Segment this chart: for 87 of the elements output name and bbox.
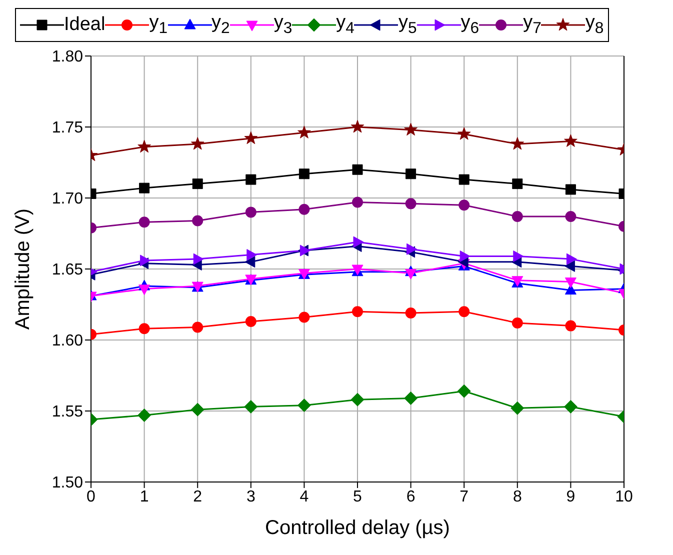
point (352, 164, 363, 175)
x-tick-label: 1 (140, 488, 149, 506)
point (458, 174, 470, 185)
point (244, 256, 256, 268)
point (564, 260, 575, 272)
point (245, 316, 256, 327)
point (565, 320, 576, 332)
point (298, 312, 310, 323)
point (512, 317, 523, 328)
point (297, 398, 311, 412)
legend-label: y$_{5}$ (398, 12, 417, 38)
legend-label: y$_{8}$ (585, 12, 604, 38)
point (350, 392, 364, 406)
legend-label: Ideal (64, 14, 106, 36)
x-tick-label: 3 (246, 488, 256, 506)
point (298, 204, 310, 215)
x-tick-label: 9 (566, 488, 576, 506)
point (140, 254, 151, 266)
point (405, 307, 416, 318)
x-tick-label: 4 (300, 488, 309, 506)
point (565, 210, 576, 222)
point (404, 391, 418, 405)
x-tick-label: 8 (512, 488, 522, 506)
point (190, 402, 204, 416)
y-tick-label: 1.80 (52, 48, 84, 66)
point (192, 215, 204, 226)
point (193, 253, 204, 265)
point (192, 178, 203, 189)
x-tick-label: 6 (406, 488, 416, 506)
y-axis-title: Amplitude (V) (12, 208, 34, 330)
point (192, 322, 204, 333)
legend-label: y$_{2}$ (212, 12, 230, 38)
point (138, 322, 150, 334)
point (512, 178, 523, 189)
x-axis-title: Controlled delay (µs) (265, 516, 450, 539)
point (353, 236, 364, 248)
point (139, 182, 150, 194)
x-tick-label: 10 (615, 488, 633, 506)
y-tick-label: 1.70 (52, 190, 84, 208)
point (245, 206, 256, 218)
point (460, 250, 470, 262)
point (512, 210, 523, 222)
point (406, 168, 416, 179)
point (564, 400, 578, 414)
point (246, 248, 258, 260)
point (298, 125, 311, 138)
point (405, 198, 416, 209)
point (458, 199, 470, 210)
point (457, 126, 471, 140)
point (244, 400, 258, 414)
point (138, 408, 152, 422)
point (513, 250, 524, 262)
point (564, 134, 578, 147)
point (298, 168, 310, 179)
point (406, 243, 418, 255)
y-tick-label: 1.65 (52, 261, 84, 278)
legend-label: y$_{1}$ (149, 12, 168, 38)
point (565, 184, 576, 195)
point (246, 174, 256, 185)
point (510, 401, 524, 415)
point (564, 277, 576, 288)
point (244, 131, 258, 144)
y-tick-label: 1.55 (52, 403, 84, 420)
legend-label: y$_{3}$ (274, 12, 292, 38)
y-tick-label: 1.60 (52, 332, 84, 350)
x-tick-label: 7 (460, 488, 469, 506)
point (138, 216, 150, 228)
point (352, 306, 363, 317)
point (350, 120, 364, 133)
point (138, 284, 150, 295)
x-tick-label: 2 (193, 488, 202, 506)
point (458, 306, 470, 317)
point (566, 253, 577, 265)
point (457, 384, 471, 398)
point (510, 136, 524, 150)
point (352, 196, 363, 208)
point (138, 140, 151, 152)
x-tick-label: 5 (353, 488, 362, 506)
y-tick-label: 1.50 (52, 474, 84, 492)
x-tick-label: 0 (86, 488, 96, 506)
point (404, 122, 418, 136)
legend-label: y$_{4}$ (336, 12, 354, 38)
legend-label: y$_{7}$ (523, 12, 542, 38)
legend-label: y$_{6}$ (460, 12, 480, 38)
y-tick-label: 1.75 (52, 119, 84, 136)
point (405, 268, 417, 280)
point (190, 136, 204, 150)
